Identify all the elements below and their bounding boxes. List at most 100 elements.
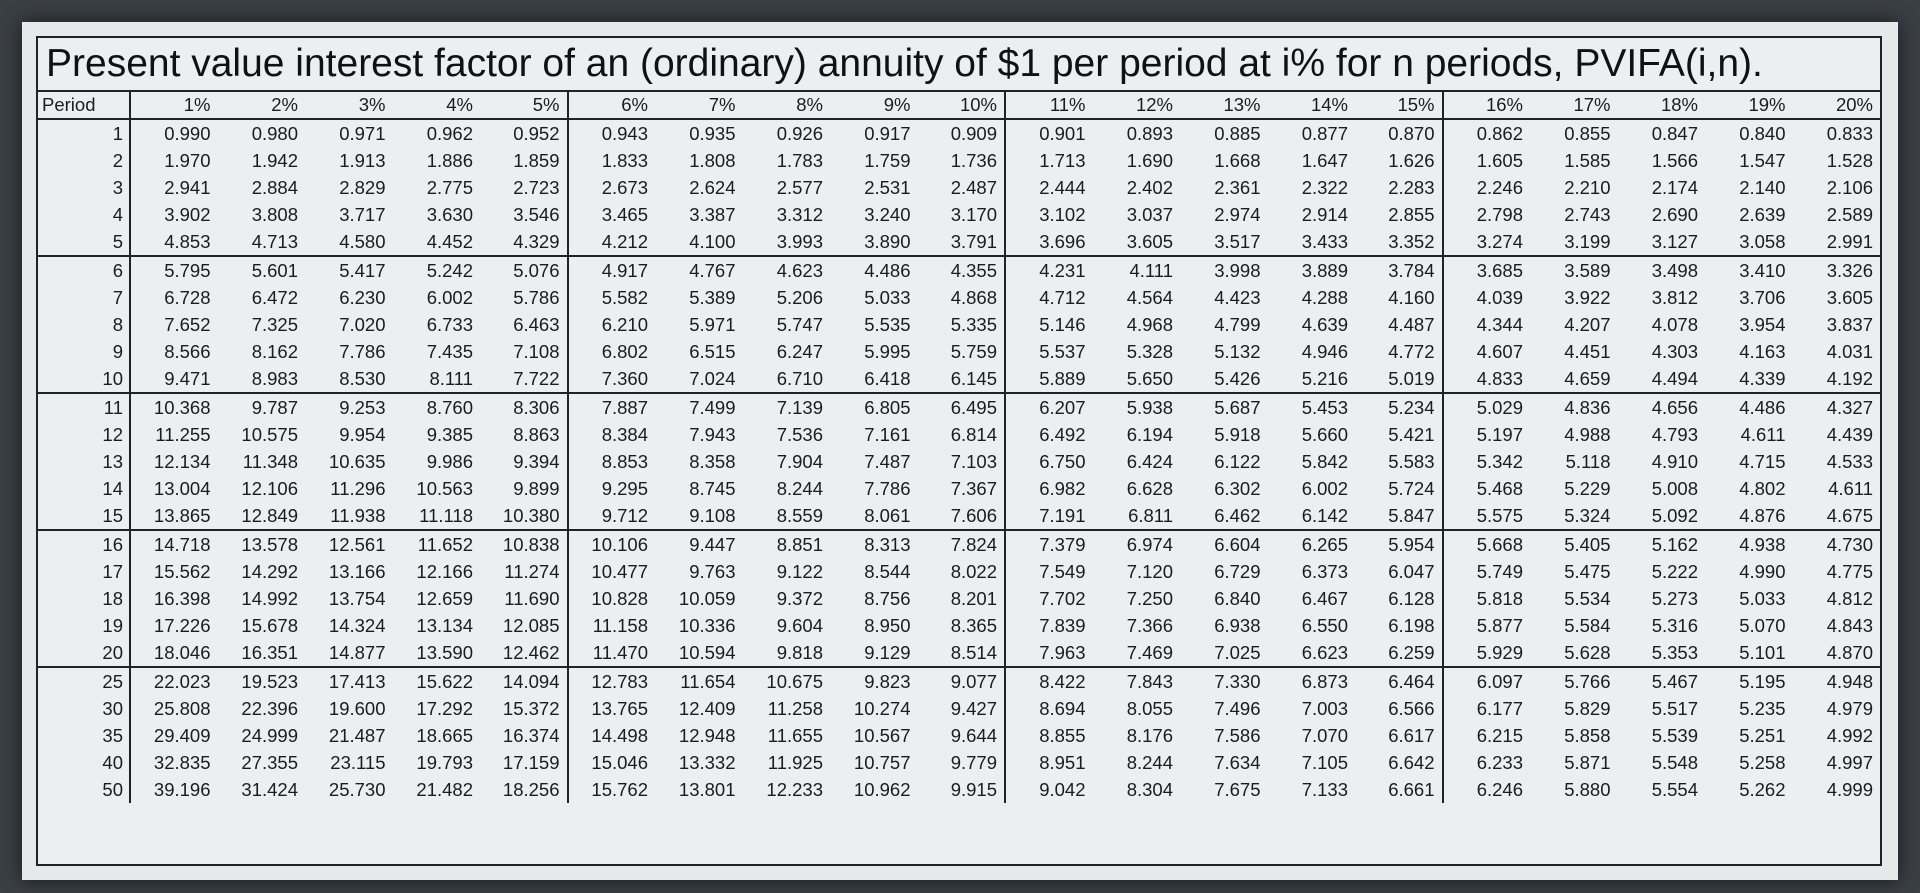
factor-cell: 7.606 [917,502,1006,531]
factor-cell: 0.935 [689,123,736,144]
factor-cell: 4.712 [1039,287,1086,308]
factor-cell: 7.191 [1005,502,1093,531]
factor-cell: 5.195 [1739,671,1786,692]
factor-cell: 11.296 [330,478,386,499]
factor-cell: 4.452 [392,228,480,257]
factor-cell: 4.988 [1564,424,1611,445]
factor-cell: 18.665 [416,725,473,746]
factor-cell: 4.997 [1826,752,1873,773]
factor-cell: 3.605 [1826,287,1873,308]
factor-cell: 8.950 [864,615,911,636]
factor-cell: 1.605 [1476,150,1523,171]
rate-header: 17% [1530,92,1618,120]
factor-cell: 4.639 [1301,314,1348,335]
period-cell: 20 [38,639,131,668]
factor-cell: 21.487 [328,725,386,746]
factor-cell: 3.605 [1092,228,1180,257]
period-cell: 6 [38,256,131,284]
factor-cell: 5.582 [601,287,648,308]
factor-cell: 4.192 [1792,365,1880,394]
factor-cell: 6.246 [1476,779,1523,800]
rate-header: 6% [567,92,655,120]
factor-cell: 3.546 [480,201,569,228]
factor-cell: 6.840 [1214,588,1261,609]
table-row: 3 2.941 2.884 2.829 2.775 2.723 2.673 2.624 2.57… [38,174,1880,201]
factor-cell: 5.847 [1355,502,1444,531]
period-cell: 2 [38,147,131,174]
factor-cell: 6.122 [1214,451,1261,472]
factor-cell: 5.747 [776,314,823,335]
factor-cell: 5.262 [1739,779,1786,800]
factor-cell: 9.954 [339,424,386,445]
factor-cell: 1.690 [1126,150,1173,171]
factor-cell: 2.775 [426,177,473,198]
factor-cell: 8.022 [917,558,1006,585]
factor-cell: 3.717 [339,204,386,225]
factor-cell: 7.108 [480,338,569,365]
factor-cell: 9.077 [917,667,1006,695]
factor-cell: 7.652 [164,314,211,335]
factor-cell: 4.659 [1530,365,1618,394]
period-cell: 12 [38,421,131,448]
factor-cell: 8.422 [1039,671,1086,692]
factor-cell: 13.590 [392,639,480,668]
factor-cell: 13.865 [130,502,218,531]
factor-cell: 3.837 [1826,314,1873,335]
factor-cell: 8.530 [305,365,393,394]
factor-cell: 4.992 [1826,725,1873,746]
factor-cell: 6.128 [1355,585,1444,612]
factor-cell: 6.550 [1301,615,1348,636]
factor-cell: 23.115 [330,752,386,773]
factor-cell: 11.470 [567,639,655,668]
factor-cell: 13.578 [241,534,298,555]
factor-cell: 14.324 [328,615,386,636]
factor-cell: 3.630 [426,204,473,225]
factor-cell: 6.642 [1355,749,1444,776]
factor-cell: 8.559 [742,502,830,531]
factor-cell: 2.444 [1039,177,1086,198]
factor-cell: 7.020 [339,314,386,335]
factor-cell: 12.783 [591,671,648,692]
factor-cell: 9.295 [601,478,648,499]
factor-cell: 5.251 [1739,725,1786,746]
factor-cell: 8.358 [689,451,736,472]
factor-cell: 4.675 [1792,502,1880,531]
factor-cell: 4.999 [1826,779,1873,800]
factor-cell: 0.909 [917,119,1006,147]
period-cell: 17 [38,558,131,585]
factor-cell: 31.424 [241,779,298,800]
factor-cell: 5.583 [1355,448,1444,475]
period-cell: 35 [38,722,131,749]
factor-cell: 13.166 [328,561,386,582]
factor-cell: 9.394 [480,448,569,475]
factor-cell: 4.100 [655,228,743,257]
factor-cell: 0.917 [864,123,911,144]
factor-cell: 11.938 [305,502,393,531]
factor-cell: 5.242 [426,260,473,281]
factor-cell: 15.372 [480,695,569,722]
rate-header: 9% [830,92,918,120]
factor-cell: 2.639 [1739,204,1786,225]
header-row: Period 1% 2% 3% 4% 5% 6% 7% 8% 9% 10% 11% 12% 13% 14% 1… [38,92,1880,120]
factor-cell: 4.355 [917,256,1006,284]
table-title: Present value interest factor of an (ord… [38,38,1880,92]
factor-cell: 4.486 [1739,397,1786,418]
factor-cell: 7.250 [1126,588,1173,609]
factor-cell: 5.019 [1355,365,1444,394]
factor-cell: 2.829 [339,177,386,198]
table-row: 18 16.398 14.992 13.754 12.659 11.690 10.828 10… [38,585,1880,612]
factor-cell: 5.535 [864,314,911,335]
factor-cell: 12.106 [241,478,298,499]
factor-cell: 8.951 [1039,752,1086,773]
table-row: 30 25.808 22.396 19.600 17.292 15.372 13.765 12… [38,695,1880,722]
factor-cell: 7.025 [1180,639,1268,668]
factor-cell: 4.843 [1826,615,1873,636]
table-row: 14 13.004 12.106 11.296 10.563 9.899 9.295 8.74… [38,475,1880,502]
factor-cell: 7.469 [1092,639,1180,668]
factor-cell: 3.902 [164,204,211,225]
factor-cell: 7.786 [339,341,386,362]
factor-cell: 5.628 [1530,639,1618,668]
factor-cell: 6.472 [251,287,298,308]
factor-cell: 1.585 [1564,150,1611,171]
rate-header: 20% [1792,92,1880,120]
